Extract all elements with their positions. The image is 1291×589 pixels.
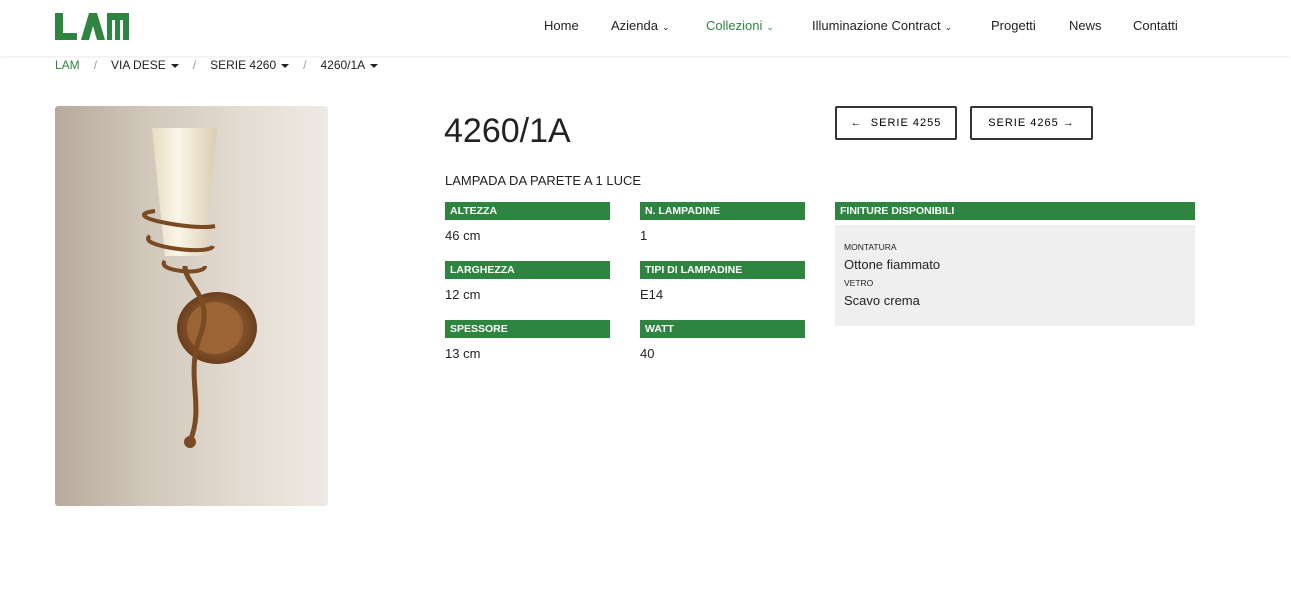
spec-label: SPESSORE [445, 320, 610, 338]
product-image [55, 106, 328, 506]
spec-label: N. LAMPADINE [640, 202, 805, 220]
wall-lamp-image [142, 128, 257, 448]
breadcrumb-separator: / [192, 58, 197, 72]
header: Home Azienda ⌄ Collezioni ⌄ Illuminazione … [0, 0, 1291, 56]
caret-down-icon [281, 63, 290, 68]
product-title: 4260/1A [444, 112, 571, 150]
spec-value: E14 [640, 287, 664, 302]
spec-n-lampadine: N. LAMPADINE 1 [640, 202, 805, 243]
breadcrumb-separator: / [303, 58, 307, 72]
finishes-panel: FINITURE DISPONIBILI MONTATURA Ottone fi… [835, 202, 1195, 326]
nav-contatti[interactable]: Contatti [1133, 18, 1178, 33]
spec-value: 40 [640, 346, 655, 361]
breadcrumb-via-dese[interactable]: VIA DESE [111, 58, 179, 72]
spec-value: 12 cm [445, 287, 481, 302]
breadcrumb-separator: / [93, 58, 98, 72]
nav-home[interactable]: Home [544, 18, 579, 33]
nav-progetti[interactable]: Progetti [991, 18, 1036, 33]
finish-key: VETRO [844, 278, 874, 288]
arrow-right-icon: → [1058, 117, 1075, 129]
breadcrumb-product[interactable]: 4260/1A [320, 58, 379, 72]
lam-logo-icon [55, 13, 129, 40]
chevron-down-icon: ⌄ [766, 22, 774, 32]
nav-news[interactable]: News [1069, 18, 1102, 33]
prev-series-button[interactable]: ← SERIE 4255 [835, 106, 957, 140]
chevron-down-icon: ⌄ [944, 22, 953, 32]
arrow-left-icon: ← [850, 117, 871, 129]
breadcrumb: LAM / VIA DESE / SERIE 4260 / 4260/1A [55, 58, 379, 72]
finish-value: Ottone fiammato [844, 257, 941, 272]
spec-larghezza: LARGHEZZA 12 cm [445, 261, 610, 302]
spec-value: 1 [640, 228, 648, 243]
spec-watt: WATT 40 [640, 320, 805, 361]
nav-illuminazione-contract[interactable]: Illuminazione Contract ⌄ [812, 18, 953, 33]
finishes-box: MONTATURA Ottone fiammato VETRO Scavo cr… [835, 225, 1195, 326]
spec-tipi-lampadine: TIPI DI LAMPADINE E14 [640, 261, 805, 302]
spec-value: 46 cm [445, 228, 481, 243]
caret-down-icon [170, 63, 179, 68]
breadcrumb-lam[interactable]: LAM [55, 58, 80, 72]
logo[interactable] [55, 13, 129, 46]
spec-spessore: SPESSORE 13 cm [445, 320, 610, 361]
spec-value: 13 cm [445, 346, 481, 361]
spec-label: TIPI DI LAMPADINE [640, 261, 805, 279]
nav-azienda[interactable]: Azienda ⌄ [611, 18, 670, 33]
chevron-down-icon: ⌄ [661, 22, 670, 32]
spec-label: LARGHEZZA [445, 261, 610, 279]
spec-label: WATT [640, 320, 805, 338]
finish-key: MONTATURA [844, 242, 897, 252]
caret-down-icon [370, 63, 379, 68]
product-subtitle: LAMPADA DA PARETE A 1 LUCE [445, 173, 642, 188]
finishes-title: FINITURE DISPONIBILI [835, 202, 1195, 220]
nav-collezioni[interactable]: Collezioni ⌄ [706, 18, 774, 33]
spec-label: ALTEZZA [445, 202, 610, 220]
spec-altezza: ALTEZZA 46 cm [445, 202, 610, 243]
next-series-button[interactable]: SERIE 4265 → [970, 106, 1093, 140]
finish-value: Scavo crema [844, 293, 920, 308]
breadcrumb-serie[interactable]: SERIE 4260 [210, 58, 290, 72]
